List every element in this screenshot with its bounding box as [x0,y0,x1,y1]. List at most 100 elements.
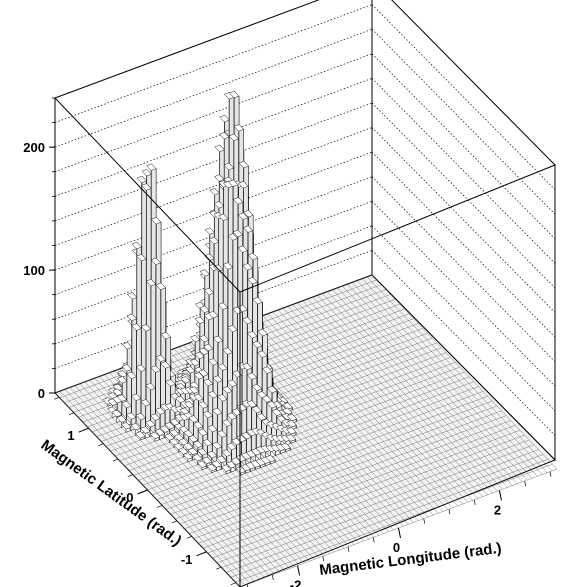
bar-top-face [242,263,253,271]
bar-top-face [174,413,185,422]
bar-top-face [141,169,152,177]
z-gridline-right [371,176,556,362]
x-minor-tick [297,565,299,571]
x-tick-label: -2 [290,578,302,587]
frame-top-left-edge [54,97,241,293]
bar-top-face [121,364,132,372]
bar-top-face [217,363,228,371]
y-minor-tick [83,427,89,431]
bar-top-face [150,257,162,265]
bar-top-face [216,430,228,438]
z-gridline-right [371,151,556,338]
bar-top-face [159,425,170,433]
floor-gridline-y [152,376,470,496]
bar-top-face [282,407,293,415]
bar-top-face [270,444,281,452]
bar-top-face [206,463,217,472]
x-minor-tick [549,471,552,477]
bars [102,90,298,476]
bar-top-face [247,252,259,261]
bar-top-face [146,163,157,171]
z-gridline-right [371,127,556,313]
bar-top-face [214,144,225,152]
y-minor-tick [142,489,148,493]
bar-top-face [221,419,233,427]
bar-top-face [189,386,200,394]
floor-gridline-y [179,405,497,525]
bar-top-face [131,241,142,250]
bar-top-face [257,350,268,358]
histogram-bar [206,463,217,474]
bar-top-face [117,370,128,378]
bar-top-face [208,311,219,319]
bar-top-face [213,201,225,209]
bar-top-face [145,383,156,391]
histogram-bar [286,419,297,431]
bar-top-face [227,325,238,333]
bar-top-face [111,409,123,417]
floor-gridline-y [170,396,488,515]
histogram-bar [155,407,166,434]
histogram-bar [226,460,237,473]
x-minor-tick [448,509,451,515]
bar-top-face [228,179,239,187]
bar-top-face [189,358,201,366]
floor-gridline-y [156,381,474,500]
bar-top-face [189,381,200,390]
bar-top-face [218,213,229,221]
frame-top-right-edge [239,164,556,293]
bar-top-face [212,407,223,416]
bar-top-face [140,399,151,407]
bar-top-face [222,180,234,189]
bar-top-face [202,378,214,387]
bar-top-face [285,434,297,442]
bar-top-face [271,408,283,416]
floor-gridline-y [161,386,479,505]
x-minor-tick [271,574,274,581]
bar-top-face [261,395,273,403]
bar-top-face [270,434,282,442]
bar-top-face [267,385,278,394]
floor-gridline-y [226,454,544,573]
bar-top-face [228,133,240,141]
bar-top-face [184,401,195,409]
bar-top-face [275,443,286,452]
y-minor-tick [186,536,192,539]
bar-top-face [160,332,171,340]
bar-top-face [121,422,132,430]
bar-top-face [197,448,208,456]
bar-top-face [241,362,253,371]
bar-top-face [145,420,156,428]
bar-top-face [180,376,191,384]
bar-top-face [286,427,297,435]
bar-top-face [222,347,233,355]
bar-top-face [282,402,293,410]
bar-top-face [232,229,243,237]
histogram-bar [235,454,247,469]
floor-gridline-y [202,430,521,549]
bar-top-face [222,386,233,394]
bar-top-face [116,394,128,402]
bar-top-face [126,313,137,321]
floor-gridline-y [193,420,511,539]
y-minor-tick [171,520,178,524]
bar-top-face [194,351,205,360]
bar-top-face [257,328,268,337]
bar-top-face [221,449,232,457]
bar-top-face [199,305,210,313]
z-gridline-left [54,102,373,222]
bar-top-face [187,447,199,455]
histogram-bar [116,394,128,422]
bar-top-face [194,316,205,324]
bar-top-face [212,375,223,383]
x-minor-tick [372,537,375,543]
histogram-bar [245,461,256,472]
x-minor-tick [524,480,527,487]
y-minor-tick [216,566,222,570]
bar-top-face [185,366,196,374]
y-minor-tick [230,582,237,586]
z-gridline-left [54,78,373,197]
bar-top-face [280,434,292,442]
y-minor-tick [127,474,133,477]
bar-top-face [126,371,137,379]
